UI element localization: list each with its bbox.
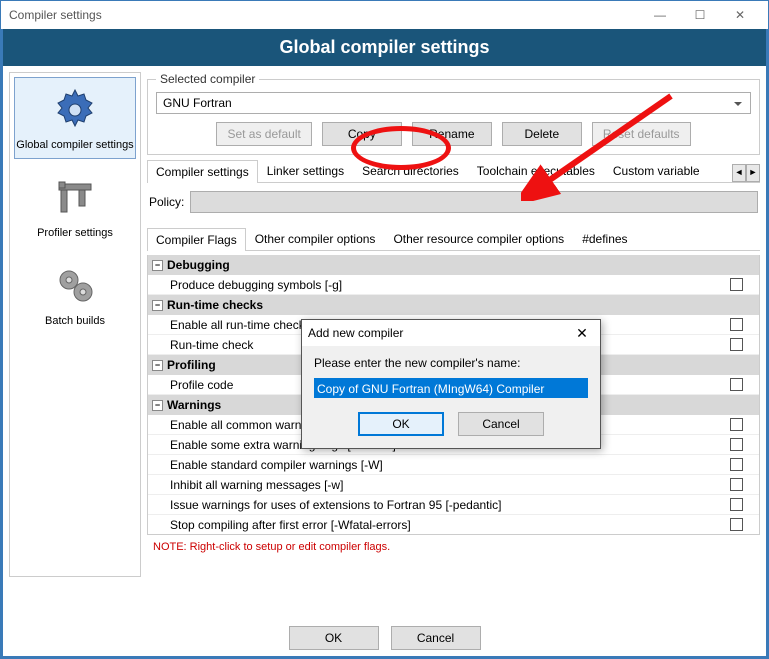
flag-checkbox[interactable] — [730, 418, 743, 431]
set-default-button[interactable]: Set as default — [216, 122, 311, 146]
compiler-dropdown-value: GNU Fortran — [163, 96, 232, 110]
modal-titlebar: Add new compiler ✕ — [302, 320, 600, 346]
selected-compiler-group: Selected compiler GNU Fortran Set as def… — [147, 72, 760, 155]
compiler-settings-window: Compiler settings ― ☐ ✕ Global compiler … — [0, 0, 769, 659]
flag-category[interactable]: −Debugging — [148, 255, 759, 275]
sidebar-item-label: Profiler settings — [15, 227, 135, 240]
modal-prompt: Please enter the new compiler's name: — [314, 356, 588, 370]
compiler-name-input[interactable]: Copy of GNU Fortran (MIngW64) Compiler — [314, 378, 588, 398]
modal-close-icon[interactable]: ✕ — [570, 325, 594, 342]
flag-category[interactable]: −Run-time checks — [148, 295, 759, 315]
policy-row: Policy: — [147, 187, 760, 217]
subtab-defines[interactable]: #defines — [573, 227, 636, 250]
policy-label: Policy: — [149, 195, 184, 209]
sidebar-item-global-compiler[interactable]: Global compiler settings — [14, 77, 136, 159]
collapse-icon[interactable]: − — [152, 300, 163, 311]
delete-button[interactable]: Delete — [502, 122, 582, 146]
tab-scroll-right[interactable]: ► — [746, 164, 760, 182]
collapse-icon[interactable]: − — [152, 260, 163, 271]
cancel-button[interactable]: Cancel — [391, 626, 481, 650]
caliper-icon — [51, 174, 99, 222]
collapse-icon[interactable]: − — [152, 400, 163, 411]
copy-button[interactable]: Copy — [322, 122, 402, 146]
flag-row[interactable]: Inhibit all warning messages [-w] — [148, 475, 759, 495]
subtab-other-resource[interactable]: Other resource compiler options — [384, 227, 573, 250]
modal-ok-button[interactable]: OK — [358, 412, 444, 436]
main-tabs: Compiler settings Linker settings Search… — [147, 159, 760, 183]
modal-cancel-button[interactable]: Cancel — [458, 412, 544, 436]
tab-scroll-left[interactable]: ◄ — [732, 164, 746, 182]
category-label: Profiling — [167, 358, 216, 372]
flag-row[interactable]: Issue warnings for uses of extensions to… — [148, 495, 759, 515]
flag-checkbox[interactable] — [730, 338, 743, 351]
window-title: Compiler settings — [9, 8, 640, 22]
flag-row[interactable]: Produce debugging symbols [-g] — [148, 275, 759, 295]
category-label: Debugging — [167, 258, 230, 272]
tab-toolchain-executables[interactable]: Toolchain executables — [468, 159, 604, 182]
flag-label: Issue warnings for uses of extensions to… — [170, 498, 726, 512]
tab-scroller: ◄ ► — [732, 164, 760, 182]
category-label: Run-time checks — [167, 298, 263, 312]
dialog-footer: OK Cancel — [1, 626, 768, 650]
flag-checkbox[interactable] — [730, 278, 743, 291]
sidebar-item-label: Batch builds — [15, 315, 135, 328]
flag-checkbox[interactable] — [730, 498, 743, 511]
gears-icon — [51, 262, 99, 310]
sidebar-item-profiler[interactable]: Profiler settings — [14, 165, 136, 247]
tab-search-directories[interactable]: Search directories — [353, 159, 468, 182]
titlebar: Compiler settings ― ☐ ✕ — [1, 1, 768, 29]
flags-note: NOTE: Right-click to setup or edit compi… — [147, 539, 760, 555]
tab-custom-variables[interactable]: Custom variable — [604, 159, 709, 182]
sidebar-item-batch-builds[interactable]: Batch builds — [14, 253, 136, 335]
close-button[interactable]: ✕ — [720, 1, 760, 29]
sidebar: Global compiler settings Profiler settin… — [9, 72, 141, 577]
flag-row[interactable]: Stop compiling after first error [-Wfata… — [148, 515, 759, 534]
banner-title: Global compiler settings — [3, 29, 766, 66]
flag-checkbox[interactable] — [730, 438, 743, 451]
collapse-icon[interactable]: − — [152, 360, 163, 371]
flag-checkbox[interactable] — [730, 318, 743, 331]
flag-checkbox[interactable] — [730, 378, 743, 391]
policy-dropdown[interactable] — [190, 191, 758, 213]
flag-checkbox[interactable] — [730, 478, 743, 491]
flag-checkbox[interactable] — [730, 518, 743, 531]
add-compiler-modal: Add new compiler ✕ Please enter the new … — [301, 319, 601, 449]
flag-label: Produce debugging symbols [-g] — [170, 278, 726, 292]
sidebar-item-label: Global compiler settings — [15, 139, 135, 152]
modal-title: Add new compiler — [308, 326, 570, 340]
flag-label: Enable standard compiler warnings [-W] — [170, 458, 726, 472]
compiler-dropdown[interactable]: GNU Fortran — [156, 92, 751, 114]
tab-compiler-settings[interactable]: Compiler settings — [147, 160, 258, 183]
reset-defaults-button[interactable]: Reset defaults — [592, 122, 691, 146]
compiler-button-row: Set as default Copy Rename Delete Reset … — [156, 122, 751, 146]
selected-compiler-legend: Selected compiler — [156, 72, 259, 86]
tab-linker-settings[interactable]: Linker settings — [258, 159, 353, 182]
maximize-button[interactable]: ☐ — [680, 1, 720, 29]
subtab-compiler-flags[interactable]: Compiler Flags — [147, 228, 246, 251]
flag-label: Inhibit all warning messages [-w] — [170, 478, 726, 492]
minimize-button[interactable]: ― — [640, 1, 680, 29]
flag-row[interactable]: Enable standard compiler warnings [-W] — [148, 455, 759, 475]
ok-button[interactable]: OK — [289, 626, 379, 650]
flag-checkbox[interactable] — [730, 458, 743, 471]
subtab-other-options[interactable]: Other compiler options — [246, 227, 385, 250]
category-label: Warnings — [167, 398, 221, 412]
flag-label: Stop compiling after first error [-Wfata… — [170, 518, 726, 532]
subtabs: Compiler Flags Other compiler options Ot… — [147, 227, 760, 251]
rename-button[interactable]: Rename — [412, 122, 492, 146]
gear-icon — [51, 86, 99, 134]
